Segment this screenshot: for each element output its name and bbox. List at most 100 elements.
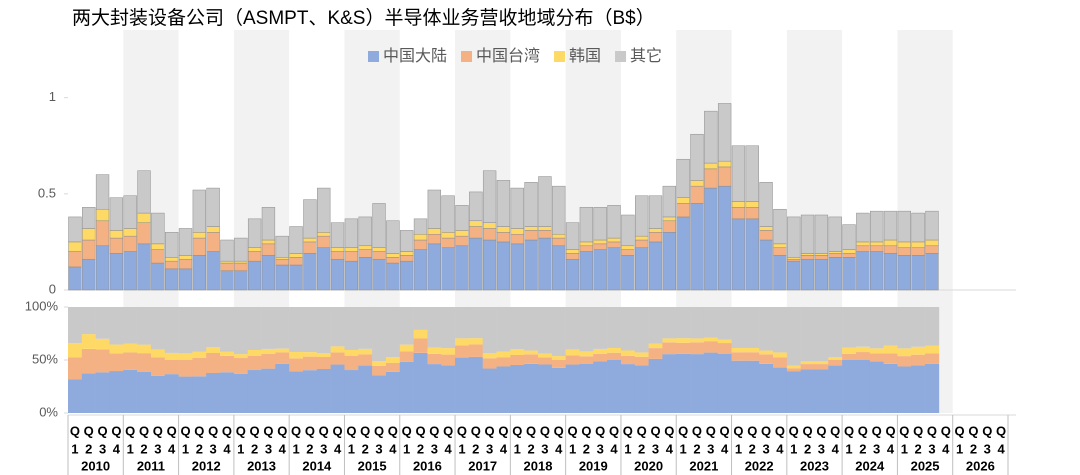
share-segment (482, 368, 497, 413)
bar-segment (95, 245, 110, 291)
bar-segment (704, 110, 718, 164)
bar-segment (261, 243, 276, 256)
year-label: 2020 (634, 458, 663, 473)
quarter-prefix: Q (982, 423, 992, 438)
share-segment (855, 360, 871, 413)
share-segment (427, 353, 442, 365)
bar-segment (690, 185, 704, 204)
bar-segment (303, 199, 317, 239)
share-segment (883, 353, 898, 364)
share-segment (855, 352, 871, 360)
bar-segment (676, 158, 690, 198)
bar-segment (261, 207, 276, 241)
share-segment (137, 371, 152, 413)
quarter-label: 3 (210, 441, 217, 456)
quarter-prefix: Q (899, 423, 909, 438)
bar-segment (455, 235, 469, 247)
bar-segment (704, 187, 718, 291)
quarter-prefix: Q (830, 423, 840, 438)
bar-segment (565, 222, 580, 250)
quarter-label: 3 (99, 441, 106, 456)
bar-segment (400, 255, 414, 262)
year-label: 2017 (468, 458, 497, 473)
share-segment (731, 352, 746, 361)
bar-segment (607, 205, 621, 239)
bar-segment (552, 237, 566, 247)
share-segment (178, 360, 193, 377)
share-segment (911, 354, 926, 366)
bar-segment (289, 264, 303, 291)
share-segment (455, 345, 470, 358)
quarter-prefix: Q (429, 423, 439, 438)
bar-segment (607, 241, 621, 248)
bar-segment (344, 247, 359, 252)
bar-segment (911, 212, 925, 243)
bar-segment (372, 258, 386, 291)
bar-segment (151, 262, 165, 291)
bar-segment (386, 262, 400, 291)
share-segment (137, 344, 152, 354)
share-segment (178, 376, 193, 413)
bar-segment (690, 133, 704, 181)
bar-segment (206, 187, 220, 227)
share-segment (385, 362, 401, 372)
bar-segment (607, 237, 621, 243)
quarter-label: 3 (707, 441, 714, 456)
bar-segment (717, 103, 732, 162)
share-segment (703, 307, 719, 338)
share-segment (538, 307, 553, 354)
bar-segment (427, 189, 441, 229)
quarter-prefix: Q (485, 423, 495, 438)
share-segment (662, 354, 677, 413)
bar-segment (593, 207, 607, 241)
quarter-prefix: Q (180, 423, 190, 438)
quarter-prefix: Q (111, 423, 121, 438)
share-segment (413, 307, 428, 330)
share-segment (247, 349, 262, 356)
share-segment (593, 361, 608, 413)
share-segment (925, 363, 940, 413)
share-segment (123, 307, 138, 344)
share-segment (303, 307, 318, 353)
bar-segment (358, 216, 372, 247)
bar-segment (704, 168, 718, 189)
quarter-prefix: Q (789, 423, 799, 438)
quarter-label: 2 (417, 441, 424, 456)
quarter-prefix: Q (498, 423, 508, 438)
bar-segment (234, 262, 248, 272)
quarter-label: 1 (71, 441, 78, 456)
quarter-label: 4 (610, 441, 618, 456)
bar-segment (759, 226, 773, 231)
bar-segment (911, 241, 925, 248)
bar-segment (773, 247, 787, 256)
quarter-prefix: Q (581, 423, 591, 438)
share-segment (150, 307, 166, 350)
share-segment (648, 307, 663, 344)
share-segment (731, 307, 746, 348)
quarter-prefix: Q (540, 423, 550, 438)
share-segment (800, 361, 815, 365)
share-segment (496, 307, 511, 352)
share-segment (344, 370, 359, 413)
share-segment (800, 364, 815, 370)
share-segment (192, 357, 207, 377)
share-segment (206, 373, 221, 413)
share-segment (538, 364, 553, 413)
bar-segment (123, 235, 137, 252)
year-label: 2018 (524, 458, 553, 473)
share-segment (261, 368, 276, 413)
share-segment (814, 361, 829, 365)
share-segment (565, 364, 580, 413)
share-segment (275, 363, 290, 413)
share-segment (759, 307, 774, 351)
share-segment (68, 307, 83, 344)
share-segment (648, 358, 663, 413)
bar-segment (621, 249, 635, 256)
quarter-prefix: Q (595, 423, 605, 438)
bar-segment (745, 207, 759, 220)
share-segment (275, 348, 290, 353)
bar-segment (800, 214, 815, 254)
bar-segment (635, 235, 649, 241)
share-segment (620, 350, 636, 356)
share-segment (717, 339, 732, 344)
